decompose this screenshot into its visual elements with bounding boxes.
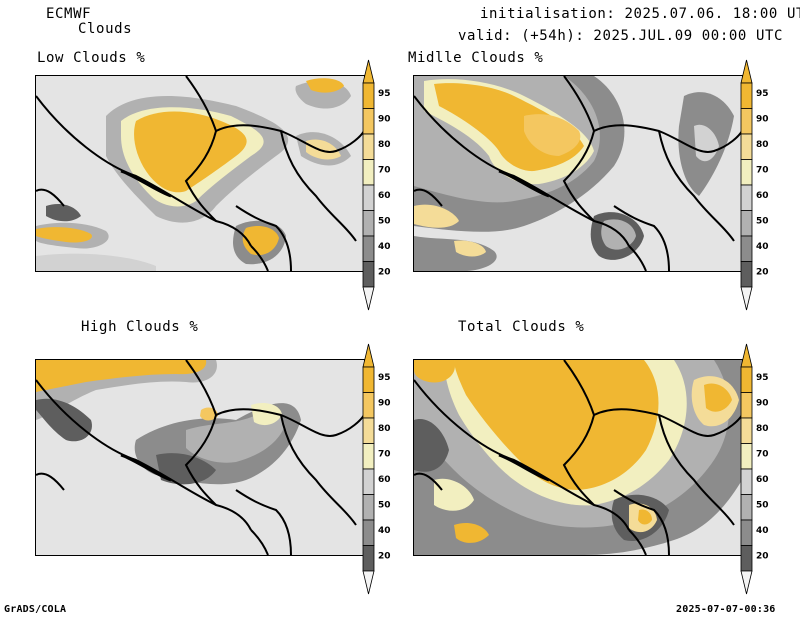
valid-time: valid: (+54h): 2025.JUL.09 00:00 UTC — [458, 28, 784, 44]
borders-total — [414, 360, 742, 555]
colorbar-segment — [740, 210, 753, 237]
colorbar-high: 95 90 80 70 60 50 40 20 — [362, 343, 403, 595]
colorbar-label: 40 — [378, 242, 391, 252]
colorbar-label: 50 — [378, 501, 391, 511]
map-mid-clouds — [413, 75, 743, 272]
colorbar-bottom-triangle — [362, 570, 375, 595]
colorbar-label: 40 — [756, 242, 769, 252]
colorbar-label: 50 — [378, 217, 391, 227]
colorbar-label: 40 — [378, 526, 391, 536]
colorbar-segment — [362, 159, 375, 186]
colorbar-label: 80 — [378, 140, 391, 150]
borders-mid — [414, 76, 742, 271]
colorbar-segment — [740, 261, 753, 288]
panel-title-high: High Clouds % — [81, 319, 199, 335]
colorbar-label: 95 — [756, 373, 769, 383]
colorbar-segment — [740, 184, 753, 211]
colorbar-segment — [362, 468, 375, 495]
colorbar-segment — [362, 392, 375, 419]
colorbar-segment — [362, 519, 375, 546]
colorbar-segment — [740, 366, 753, 393]
colorbar-segment — [362, 443, 375, 470]
colorbar-segment — [740, 133, 753, 160]
footer-software: GrADS/COLA — [4, 604, 67, 615]
colorbar-segment — [362, 108, 375, 135]
colorbar-top-triangle — [740, 343, 753, 368]
colorbar-bottom-triangle — [362, 286, 375, 311]
cloud-fields-low — [36, 78, 351, 271]
cloud-fields-mid — [414, 76, 734, 271]
colorbar-segment — [740, 468, 753, 495]
colorbar-top-triangle — [362, 343, 375, 368]
colorbar-label: 70 — [378, 166, 391, 176]
colorbar-segment — [740, 443, 753, 470]
colorbar-label: 70 — [756, 166, 769, 176]
colorbar-label: 40 — [756, 526, 769, 536]
colorbar-label: 80 — [756, 424, 769, 434]
colorbar-label: 90 — [756, 115, 769, 125]
map-high-clouds — [35, 359, 365, 556]
colorbar-label: 60 — [756, 475, 769, 485]
colorbar-label: 20 — [756, 552, 769, 562]
colorbar-segment — [740, 519, 753, 546]
colorbar-label: 90 — [378, 399, 391, 409]
footer-timestamp: 2025-07-07-00:36 — [676, 604, 776, 615]
product-name: Clouds — [78, 21, 133, 37]
colorbar-label: 80 — [378, 424, 391, 434]
colorbar-segment — [362, 82, 375, 109]
colorbar-segment — [362, 184, 375, 211]
colorbar-segment — [740, 108, 753, 135]
colorbar-label: 60 — [378, 475, 391, 485]
colorbar-mid: 95 90 80 70 60 50 40 20 — [740, 59, 781, 311]
colorbar-segment — [362, 235, 375, 262]
colorbar-label: 20 — [378, 268, 391, 278]
colorbar-label: 70 — [378, 450, 391, 460]
colorbar-label: 95 — [378, 373, 391, 383]
colorbar-segment — [362, 133, 375, 160]
colorbar-label: 95 — [756, 89, 769, 99]
colorbar-label: 60 — [378, 191, 391, 201]
model-name: ECMWF — [46, 6, 92, 22]
colorbar-bottom-triangle — [740, 286, 753, 311]
colorbar-label: 90 — [756, 399, 769, 409]
colorbar-segment — [740, 159, 753, 186]
colorbar-total: 95 90 80 70 60 50 40 20 — [740, 343, 781, 595]
colorbar-segment — [740, 392, 753, 419]
panel-title-total: Total Clouds % — [458, 319, 585, 335]
map-low-clouds — [35, 75, 365, 272]
colorbar-low: 95 90 80 70 60 50 40 20 — [362, 59, 403, 311]
colorbar-segment — [362, 210, 375, 237]
colorbar-segment — [740, 494, 753, 521]
borders-low — [36, 76, 364, 271]
colorbar-segment — [362, 494, 375, 521]
initialisation-time: initialisation: 2025.07.06. 18:00 UTC — [480, 6, 800, 22]
colorbar-segment — [740, 82, 753, 109]
colorbar-label: 60 — [756, 191, 769, 201]
colorbar-label: 70 — [756, 450, 769, 460]
colorbar-segment — [740, 417, 753, 444]
colorbar-label: 90 — [378, 115, 391, 125]
colorbar-label: 20 — [756, 268, 769, 278]
colorbar-label: 95 — [378, 89, 391, 99]
colorbar-segment — [362, 261, 375, 288]
colorbar-segment — [362, 417, 375, 444]
colorbar-segment — [362, 366, 375, 393]
colorbar-top-triangle — [362, 59, 375, 84]
colorbar-label: 20 — [378, 552, 391, 562]
map-total-clouds — [413, 359, 743, 556]
colorbar-label: 80 — [756, 140, 769, 150]
panel-title-mid: Midlle Clouds % — [408, 50, 544, 66]
cloud-fields-high — [36, 360, 301, 485]
cloud-fields-total — [414, 360, 742, 555]
borders-high — [36, 360, 364, 555]
colorbar-label: 50 — [756, 217, 769, 227]
colorbar-segment — [362, 545, 375, 572]
panel-title-low: Low Clouds % — [37, 50, 146, 66]
colorbar-segment — [740, 235, 753, 262]
colorbar-bottom-triangle — [740, 570, 753, 595]
colorbar-segment — [740, 545, 753, 572]
colorbar-top-triangle — [740, 59, 753, 84]
colorbar-label: 50 — [756, 501, 769, 511]
